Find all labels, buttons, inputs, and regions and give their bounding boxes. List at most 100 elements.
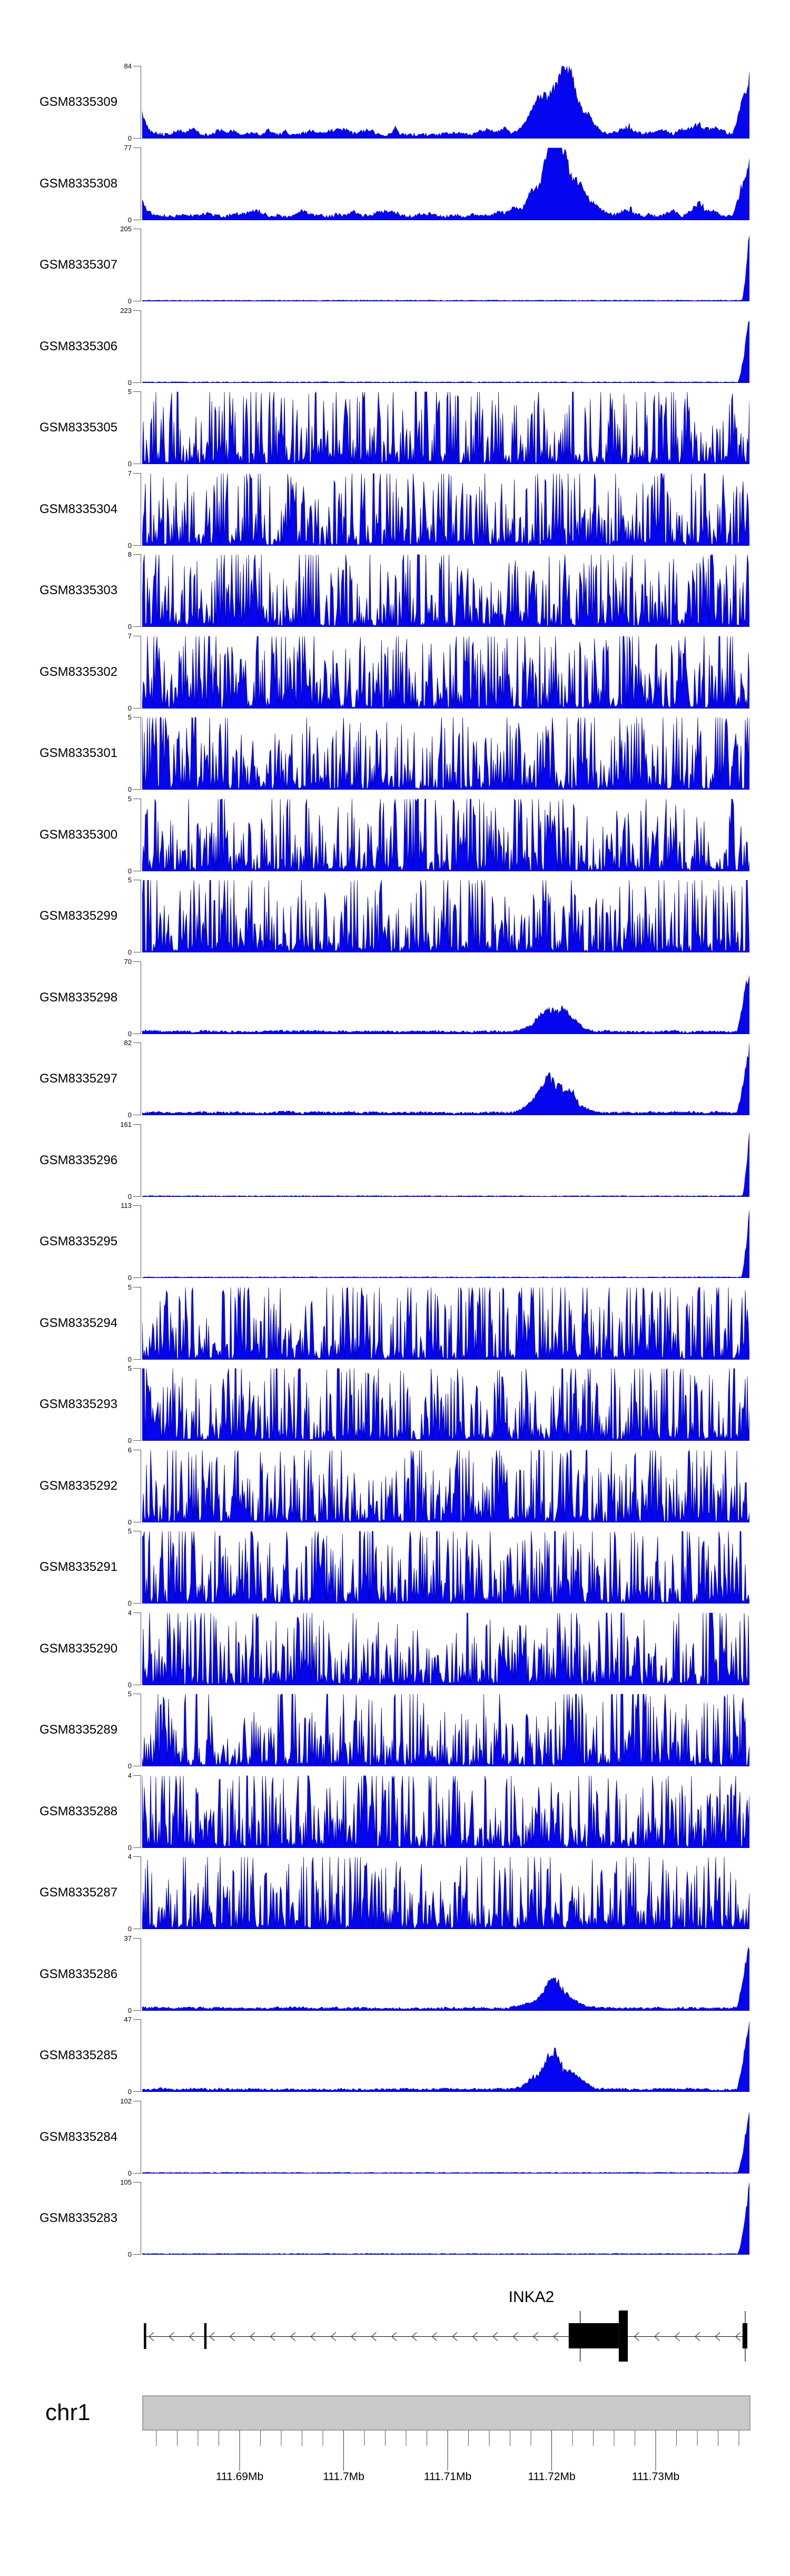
- y-axis-min-value: 0: [127, 1437, 132, 1444]
- y-axis-zero-tick: [133, 1196, 141, 1197]
- y-axis-zero-tick: [133, 138, 141, 139]
- y-axis-top-tick: [133, 2019, 141, 2020]
- y-axis-min-value: 0: [127, 541, 132, 549]
- y-axis-max-value: 105: [120, 2178, 132, 2186]
- track-sample-label: GSM8335304: [39, 502, 118, 516]
- strand-direction-chevron-icon: [674, 2332, 680, 2341]
- y-axis-zero-tick: [133, 1603, 141, 1604]
- y-axis-min-value: 0: [127, 1762, 132, 1770]
- track-sample-label: GSM8335298: [39, 990, 118, 1005]
- y-axis-zero-tick: [133, 2172, 141, 2174]
- y-axis-max-value: 6: [127, 1446, 132, 1454]
- y-axis-min-value: 0: [127, 2250, 132, 2258]
- track-sample-label: GSM8335306: [39, 339, 118, 353]
- genome-ruler: 111.69Mb 111.7Mb 111.71Mb 111.72Mb 111.73Mb: [142, 2395, 750, 2483]
- y-axis-zero-tick: [133, 382, 141, 383]
- coverage-signal: [142, 2022, 749, 2092]
- y-axis-top-tick: [133, 1124, 141, 1125]
- track-sample-label: GSM8335285: [39, 2048, 118, 2062]
- coverage-signal: [142, 66, 749, 139]
- coverage-signal: [142, 320, 749, 383]
- y-axis-max-value: 161: [120, 1120, 132, 1128]
- y-axis-zero-tick: [133, 2091, 141, 2092]
- y-axis-min-value: 0: [127, 948, 132, 956]
- coverage-signal: [142, 2111, 749, 2174]
- coverage-signal: [142, 1775, 749, 1848]
- strand-direction-chevron-icon: [694, 2332, 700, 2341]
- track-sample-label: GSM8335284: [39, 2129, 118, 2144]
- y-axis-zero-tick: [133, 626, 141, 627]
- strand-direction-chevron-icon: [472, 2332, 478, 2341]
- strand-direction-chevron-icon: [391, 2332, 397, 2341]
- coverage-signal: [142, 1368, 749, 1441]
- y-axis-max-value: 4: [127, 1608, 132, 1617]
- strand-direction-chevron-icon: [351, 2332, 357, 2341]
- track-sample-label: GSM8335296: [39, 1153, 118, 1167]
- track-sample-label: GSM8335290: [39, 1641, 118, 1656]
- gene-exon-bar: [144, 2323, 146, 2349]
- strand-direction-chevron-icon: [250, 2332, 255, 2341]
- track-sample-label: GSM8335305: [39, 420, 118, 435]
- coverage-signal: [142, 554, 749, 627]
- strand-direction-chevron-icon: [553, 2332, 559, 2341]
- y-axis-max-value: 5: [127, 713, 132, 721]
- y-axis-zero-tick: [133, 2010, 141, 2011]
- y-axis-max-value: 70: [124, 957, 132, 966]
- track-sample-label: GSM8335287: [39, 1885, 118, 1900]
- y-axis-max-value: 5: [127, 794, 132, 803]
- gene-model-track: [144, 2310, 747, 2362]
- strand-direction-chevron-icon: [310, 2332, 316, 2341]
- strand-direction-chevron-icon: [371, 2332, 377, 2341]
- gene-cds-box: [742, 2323, 747, 2348]
- y-axis-min-value: 0: [127, 2088, 132, 2096]
- track-sample-label: GSM8335283: [39, 2211, 118, 2225]
- y-axis-min-value: 0: [127, 1925, 132, 1933]
- y-axis-max-value: 223: [120, 306, 132, 314]
- y-axis-zero-tick: [133, 2254, 141, 2255]
- coverage-signal: [142, 148, 749, 220]
- y-axis-min-value: 0: [127, 215, 132, 224]
- y-axis-min-value: 0: [127, 2006, 132, 2014]
- coverage-signal: [142, 1449, 749, 1522]
- track-sample-label: GSM8335293: [39, 1397, 118, 1411]
- y-axis-max-value: 7: [127, 632, 132, 640]
- y-axis-min-value: 0: [127, 704, 132, 712]
- y-axis-max-value: 205: [120, 225, 132, 233]
- coverage-signal: [142, 975, 749, 1034]
- y-axis-min-value: 0: [127, 460, 132, 468]
- strand-direction-chevron-icon: [492, 2332, 498, 2341]
- y-axis-max-value: 5: [127, 1527, 132, 1535]
- strand-direction-chevron-icon: [189, 2332, 195, 2341]
- coverage-signal: [142, 2182, 749, 2255]
- gene-exon-bar: [204, 2323, 207, 2349]
- coverage-signal: [142, 1694, 749, 1766]
- coverage-signal: [142, 1613, 749, 1685]
- track-sample-label: GSM8335288: [39, 1804, 118, 1818]
- track-sample-label: GSM8335294: [39, 1315, 118, 1330]
- ruler-coordinate-label: 111.72Mb: [528, 2471, 575, 2483]
- y-axis-max-value: 37: [124, 1934, 132, 1942]
- coverage-signal: [142, 1946, 749, 2011]
- coverage-signal: [142, 1531, 749, 1604]
- coverage-signal: [142, 473, 749, 546]
- y-axis-max-value: 4: [127, 1853, 132, 1861]
- strand-direction-chevron-icon: [431, 2332, 437, 2341]
- track-sample-label: GSM8335299: [39, 909, 118, 923]
- y-axis-min-value: 0: [127, 1029, 132, 1038]
- strand-direction-chevron-icon: [411, 2332, 417, 2341]
- track-sample-label: GSM8335297: [39, 1071, 118, 1086]
- gene-cds-box: [568, 2323, 619, 2348]
- strand-direction-chevron-icon: [330, 2332, 336, 2341]
- y-axis-max-value: 5: [127, 1364, 132, 1372]
- y-axis-min-value: 0: [127, 1355, 132, 1363]
- y-axis-min-value: 0: [127, 1843, 132, 1852]
- y-axis-max-value: 113: [121, 1202, 132, 1210]
- strand-direction-chevron-icon: [169, 2332, 174, 2341]
- strand-direction-chevron-icon: [229, 2332, 235, 2341]
- track-sample-label: GSM8335303: [39, 583, 118, 597]
- track-sample-label: GSM8335289: [39, 1723, 118, 1737]
- y-axis-top-tick: [133, 310, 141, 311]
- ruler-coordinate-label: 111.71Mb: [424, 2471, 471, 2483]
- coverage-signal: [142, 1856, 749, 1929]
- gene-name-label: INKA2: [508, 2288, 555, 2306]
